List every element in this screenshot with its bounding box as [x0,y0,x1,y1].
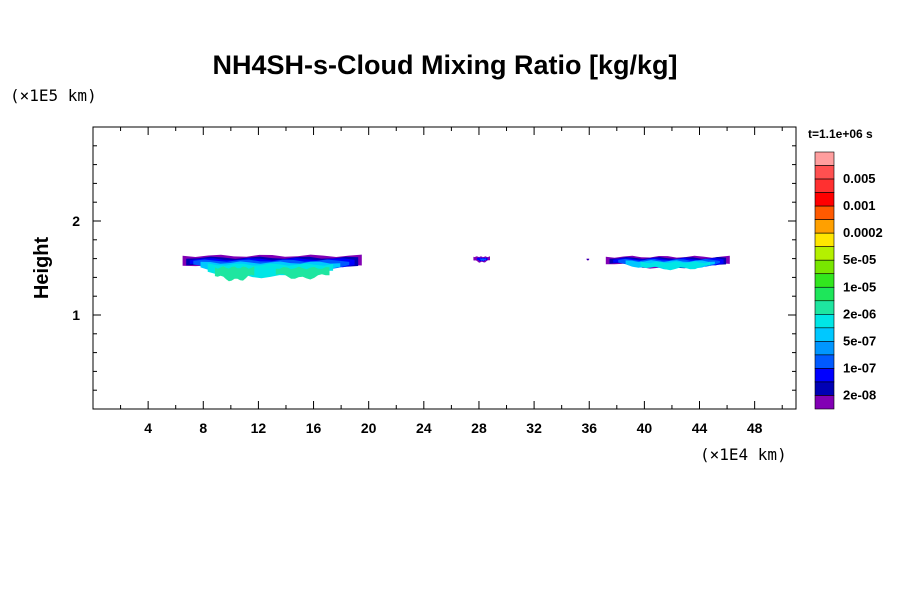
cloud-small-level [480,258,486,262]
colorbar-label: 0.005 [843,171,876,186]
x-tick-label: 28 [471,420,487,436]
colorbar-swatch [814,178,835,193]
colorbar-swatch [814,314,835,329]
x-tick-label: 24 [416,420,432,436]
x-tick-label: 36 [581,420,597,436]
colorbar-swatch [814,354,835,369]
colorbar-swatch [814,300,835,315]
x-tick-label: 4 [144,420,152,436]
x-tick-label: 16 [306,420,322,436]
x-tick-label: 48 [747,420,763,436]
colorbar-swatch [814,246,835,261]
x-tick-label: 8 [199,420,207,436]
colorbar-label: 1e-07 [843,360,876,375]
colorbar-swatch [814,341,835,356]
colorbar-swatch [814,219,835,234]
colorbar-swatch [814,165,835,180]
cloud-right [605,255,730,271]
y-tick-label: 1 [72,307,80,323]
colorbar-label: 5e-07 [843,333,876,348]
cloud-right-level [640,261,710,271]
colorbar-swatch [814,395,835,410]
colorbar-swatch [814,286,835,302]
x-tick-label: 40 [637,420,653,436]
y-tick-label: 2 [72,213,80,229]
plot-frame [92,126,797,410]
x-tick-label: 32 [526,420,542,436]
cloud-left [182,254,362,282]
time-label: t=1.1e+06 s [808,127,873,141]
colorbar-swatch [814,259,835,275]
x-tick-label: 12 [251,420,267,436]
x-tick-label: 20 [361,420,377,436]
colorbar-label: 5e-05 [843,252,876,267]
cloud-speck-level [587,259,589,261]
colorbar-label: 2e-06 [843,306,876,321]
colorbar-label: 2e-08 [843,387,876,402]
colorbar-swatch [814,232,835,247]
colorbar-swatch [814,192,835,207]
colorbar-label: 0.001 [843,198,876,213]
colorbar-swatch [814,205,835,220]
cloud-left-level [214,266,255,282]
colorbar-swatch [814,327,835,342]
x-tick-label: 44 [692,420,708,436]
colorbar-label: 0.0002 [843,225,883,240]
y-unit-label: (×1E5 km) [10,86,97,105]
colorbar-swatch [814,273,835,288]
cloud-small [473,256,490,263]
colorbar: 0.005 0.001 0.0002 5e-05 1e-05 2e-06 5e-07 1e-0… [814,151,883,410]
colorbar-label: 1e-05 [843,279,876,294]
colorbar-swatch [814,151,835,166]
colorbar-swatch [814,381,835,396]
cloud-left-level [275,266,330,280]
chart-title: NH4SH-s-Cloud Mixing Ratio [kg/kg] [213,50,678,80]
contour-fields [182,254,730,282]
y-axis-label: Height [31,237,53,300]
cloud-speck [586,258,590,261]
x-unit-label: (×1E4 km) [700,445,787,464]
colorbar-swatch [814,368,835,383]
